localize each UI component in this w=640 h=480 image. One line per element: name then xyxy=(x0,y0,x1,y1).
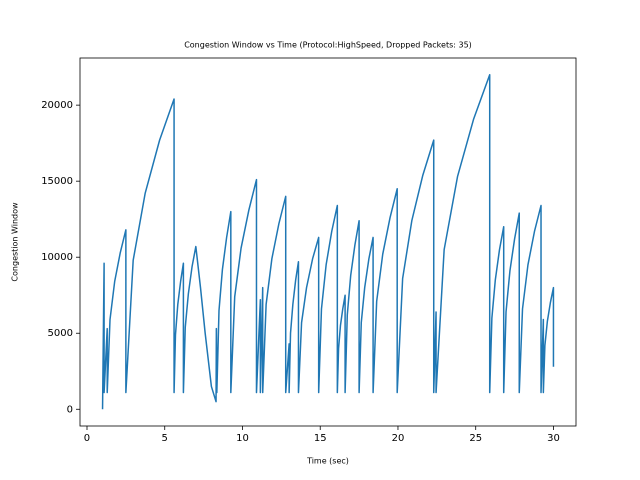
x-tick-label: 30 xyxy=(547,433,560,444)
chart-title: Congestion Window vs Time (Protocol:High… xyxy=(184,41,472,50)
y-axis-label: Congestion Window xyxy=(11,202,20,282)
plot-frame xyxy=(79,57,577,427)
x-tick-label: 0 xyxy=(84,433,90,444)
x-tick-label: 25 xyxy=(469,433,482,444)
y-tick-label: 0 xyxy=(67,404,73,415)
x-axis-label: Time (sec) xyxy=(306,457,349,466)
x-tick-label: 15 xyxy=(314,433,327,444)
x-tick-label: 10 xyxy=(236,433,249,444)
x-tick-label: 20 xyxy=(392,433,405,444)
data-line xyxy=(101,73,555,410)
x-tick-label: 5 xyxy=(162,433,168,444)
y-tick-label: 10000 xyxy=(41,252,73,263)
y-tick-label: 5000 xyxy=(48,328,73,339)
y-tick-label: 15000 xyxy=(41,176,73,187)
y-tick-label: 20000 xyxy=(41,100,73,111)
